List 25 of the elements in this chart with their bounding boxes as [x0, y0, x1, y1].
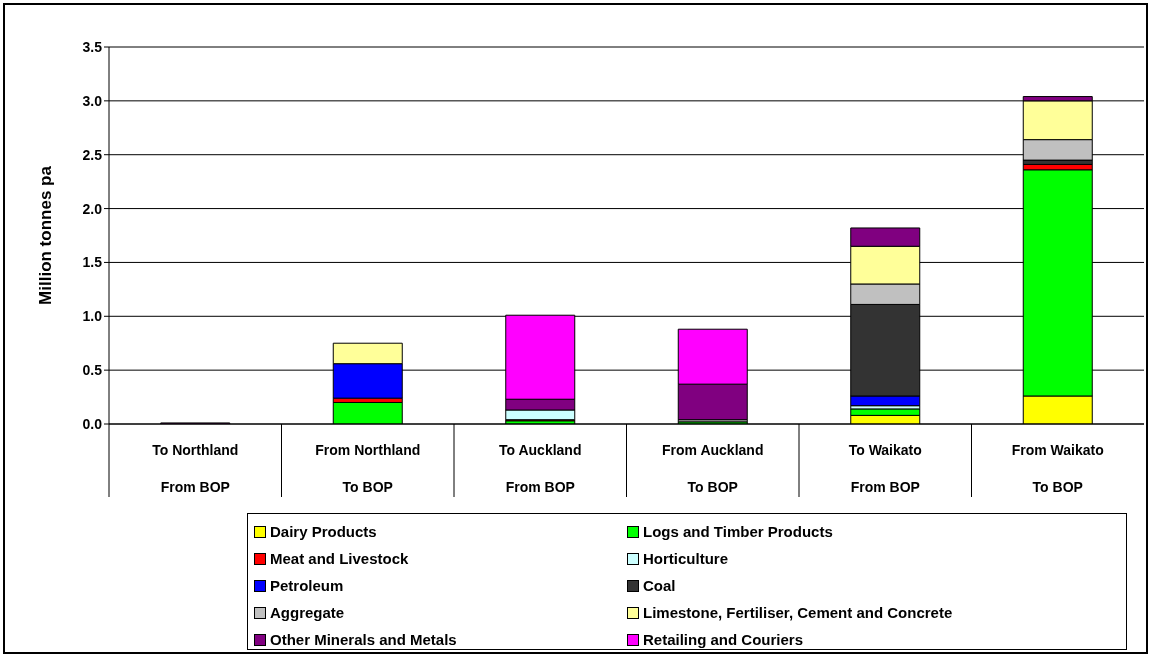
legend-label: Retailing and Couriers	[643, 631, 804, 648]
legend-label: Petroleum	[270, 577, 344, 594]
legend-label: Meat and Livestock	[270, 550, 409, 567]
legend-label: Logs and Timber Products	[643, 523, 833, 540]
legend-label: Other Minerals and Metals	[270, 631, 457, 648]
y-tick-label: 0.0	[82, 415, 103, 432]
y-tick-label: 2.0	[82, 200, 103, 217]
category-label: To Northland From BOP	[152, 442, 239, 495]
y-tick-label: 0.5	[82, 362, 103, 379]
legend-label: Limestone, Fertiliser, Cement and Concrete	[643, 604, 953, 621]
y-axis-title: Million tonnes pa	[35, 165, 55, 305]
legend-label: Horticulture	[643, 550, 729, 567]
category-label: From Auckland To BOP	[662, 442, 764, 495]
category-label: From Waikato To BOP	[1011, 442, 1104, 495]
legend-label: Dairy Products	[270, 523, 377, 540]
category-label: From Northland To BOP	[315, 442, 421, 495]
legend-label: Aggregate	[270, 604, 345, 621]
category-label: To Waikato From BOP	[848, 442, 922, 495]
y-tick-label: 3.0	[82, 92, 103, 109]
y-tick-label: 2.5	[82, 146, 103, 163]
y-tick-label: 3.5	[82, 38, 103, 55]
y-tick-label: 1.0	[82, 308, 103, 325]
y-tick-label: 1.5	[82, 254, 103, 271]
category-label: To Auckland From BOP	[499, 442, 582, 495]
legend-label: Coal	[643, 577, 676, 594]
